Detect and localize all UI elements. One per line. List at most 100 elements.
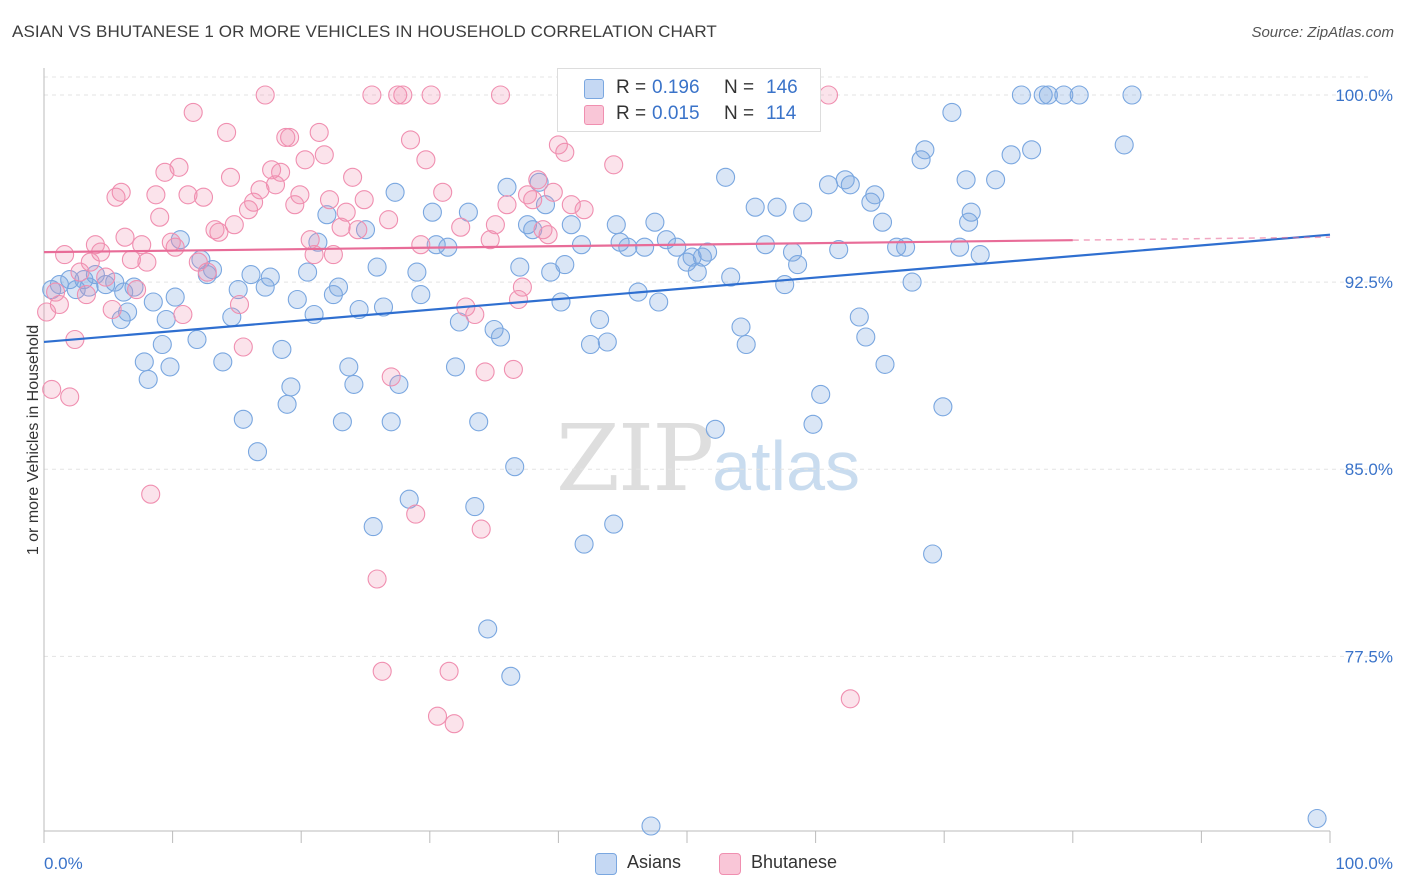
point-bhutanese xyxy=(465,304,485,325)
point-asians xyxy=(604,514,624,534)
point-bhutanese xyxy=(348,220,368,240)
point-asians xyxy=(986,170,1006,190)
point-bhutanese xyxy=(400,130,421,150)
point-bhutanese xyxy=(354,190,374,210)
point-asians xyxy=(687,262,707,282)
point-asians xyxy=(255,277,275,297)
source-credit: Source: ZipAtlas.com xyxy=(1251,24,1394,41)
point-asians xyxy=(118,302,138,322)
point-bhutanese xyxy=(503,359,523,379)
point-asians xyxy=(501,666,521,686)
point-bhutanese xyxy=(96,267,116,287)
point-asians xyxy=(228,280,248,300)
point-asians xyxy=(950,237,970,257)
point-asians xyxy=(247,442,268,462)
point-asians xyxy=(933,397,953,417)
point-asians xyxy=(1001,145,1021,165)
point-asians xyxy=(849,307,869,327)
point-asians xyxy=(213,352,233,372)
point-bhutanese xyxy=(475,362,495,382)
point-asians xyxy=(561,215,581,235)
point-asians xyxy=(1114,135,1134,155)
point-asians xyxy=(865,185,885,205)
point-asians xyxy=(745,197,765,217)
point-bhutanese xyxy=(111,182,131,202)
point-asians xyxy=(856,327,876,347)
point-bhutanese xyxy=(411,235,431,255)
point-bhutanese xyxy=(367,569,387,589)
point-asians xyxy=(445,357,466,377)
point-asians xyxy=(165,287,185,307)
trend-line-asians xyxy=(43,233,1331,344)
point-bhutanese xyxy=(141,484,161,504)
point-asians xyxy=(505,457,525,477)
point-bhutanese xyxy=(250,180,270,200)
point-bhutanese xyxy=(388,85,408,105)
point-bhutanese xyxy=(60,387,80,407)
point-asians xyxy=(597,332,617,352)
point-asians xyxy=(736,334,756,355)
point-bhutanese xyxy=(220,167,241,187)
point-asians xyxy=(510,257,530,277)
point-bhutanese xyxy=(548,135,568,155)
legend-swatch-bhutanese xyxy=(584,105,604,125)
point-asians xyxy=(803,414,823,434)
point-bhutanese xyxy=(290,185,310,205)
point-bhutanese xyxy=(224,215,244,235)
point-bhutanese xyxy=(309,122,329,142)
point-bhutanese xyxy=(155,162,175,182)
point-asians xyxy=(344,374,364,394)
point-bhutanese xyxy=(102,299,122,320)
point-bhutanese xyxy=(528,170,548,190)
point-bhutanese xyxy=(343,167,363,187)
y-tick-label: 77.5% xyxy=(1345,647,1393,666)
point-bhutanese xyxy=(265,175,286,195)
point-asians xyxy=(308,232,328,252)
x-tick-label-max: 100.0% xyxy=(1335,854,1393,873)
point-bhutanese xyxy=(508,289,529,310)
point-asians xyxy=(788,255,808,275)
point-bhutanese xyxy=(178,185,198,205)
point-bhutanese xyxy=(42,379,62,399)
point-bhutanese xyxy=(336,202,356,222)
point-bhutanese xyxy=(421,85,441,105)
point-asians xyxy=(1033,85,1053,105)
point-asians xyxy=(872,212,893,232)
point-bhutanese xyxy=(319,190,340,210)
point-bhutanese xyxy=(393,85,413,105)
point-asians xyxy=(649,292,669,312)
x-tick-label-min: 0.0% xyxy=(44,854,83,873)
point-asians xyxy=(840,175,860,195)
point-asians xyxy=(923,544,943,564)
point-bhutanese xyxy=(183,102,203,122)
point-bhutanese xyxy=(280,127,300,147)
point-bhutanese xyxy=(46,282,66,302)
point-bhutanese xyxy=(379,210,399,230)
point-asians xyxy=(317,205,337,225)
point-bhutanese xyxy=(137,252,157,272)
point-bhutanese xyxy=(561,195,581,215)
point-asians xyxy=(332,412,352,432)
point-asians xyxy=(260,267,280,287)
point-bhutanese xyxy=(285,195,305,215)
point-asians xyxy=(138,369,158,389)
point-asians xyxy=(818,175,839,195)
point-bhutanese xyxy=(127,280,147,300)
point-bhutanese xyxy=(574,200,594,220)
legend-r-label: R = xyxy=(616,103,647,124)
point-asians xyxy=(641,816,661,836)
point-bhutanese xyxy=(244,192,264,212)
point-asians xyxy=(484,319,504,340)
point-bhutanese xyxy=(76,285,96,305)
point-bhutanese xyxy=(173,304,193,325)
point-asians xyxy=(385,182,405,202)
point-bhutanese xyxy=(538,225,558,245)
point-asians xyxy=(571,235,592,255)
point-asians xyxy=(970,245,990,265)
point-asians xyxy=(152,334,172,355)
point-asians xyxy=(829,240,849,260)
point-asians xyxy=(381,412,401,432)
correlation-legend: R = 0.196 N = 146 R = 0.015 N = 114 xyxy=(557,68,821,132)
point-asians xyxy=(775,275,795,295)
